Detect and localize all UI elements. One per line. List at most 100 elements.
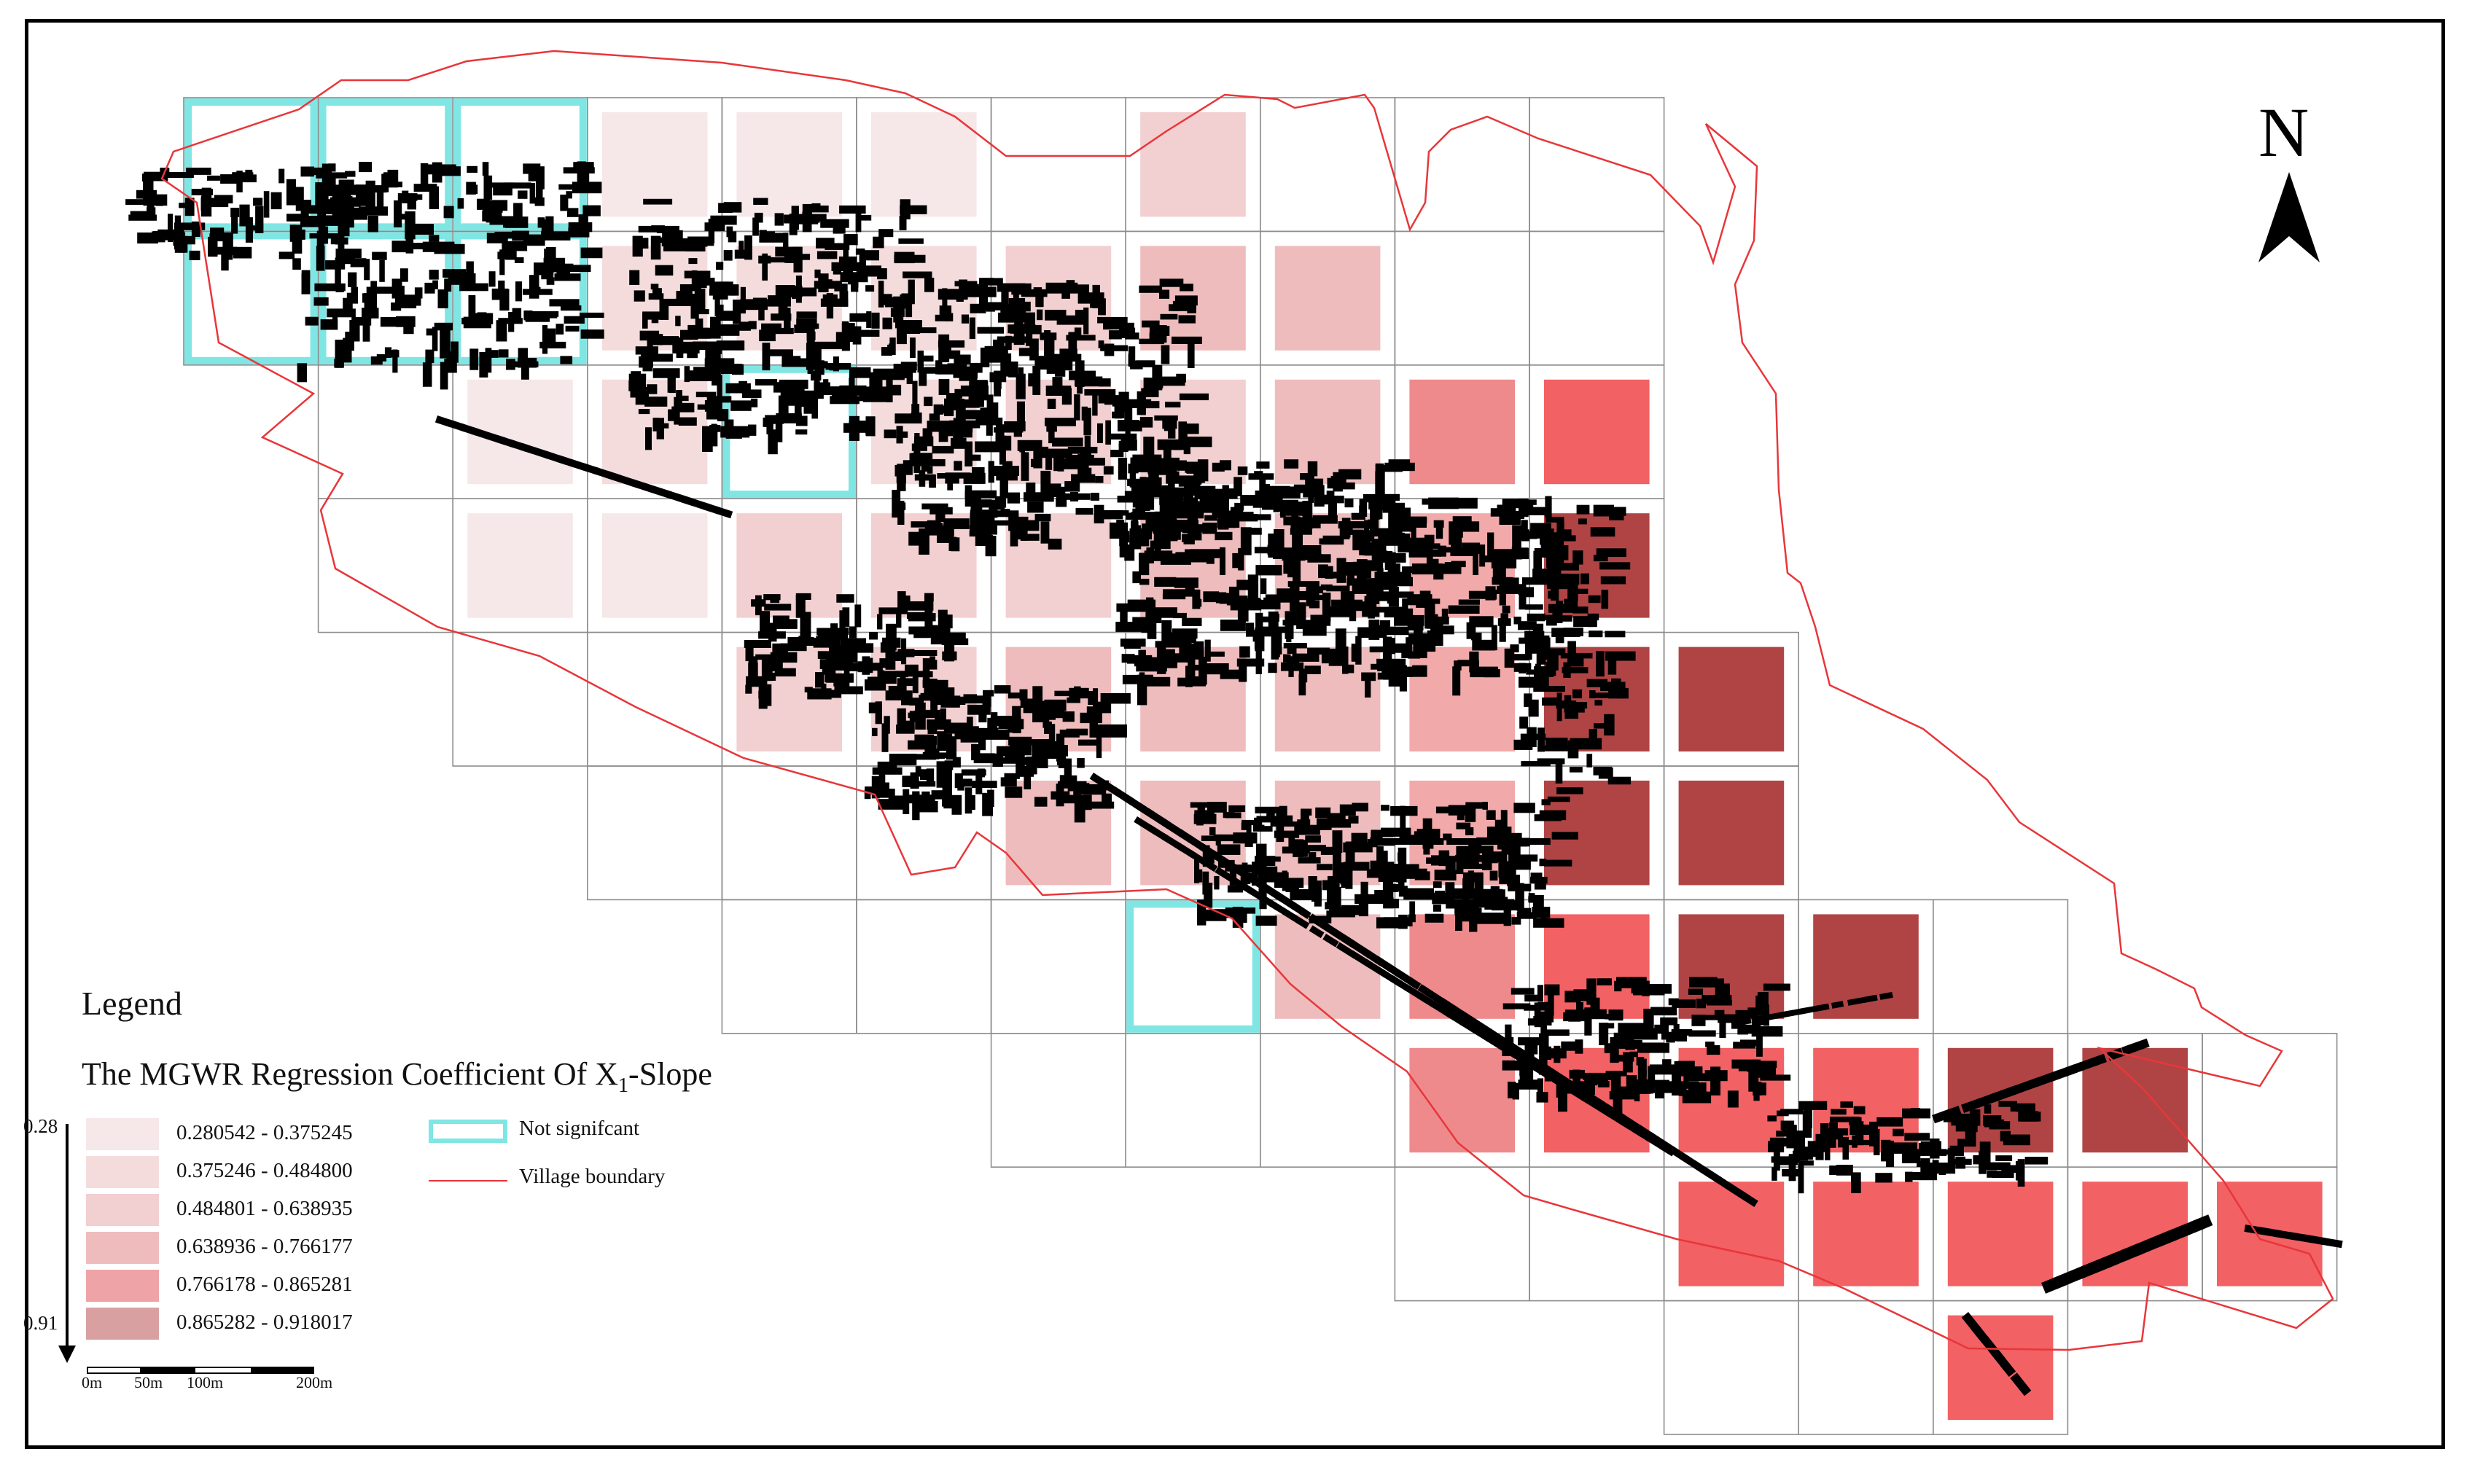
building — [1233, 518, 1240, 528]
building — [1260, 578, 1267, 595]
building — [1097, 316, 1128, 324]
building — [1537, 727, 1545, 752]
building — [184, 198, 195, 216]
building — [1215, 835, 1221, 846]
ramp-bottom-label: 0.91 — [23, 1312, 58, 1334]
building — [1169, 457, 1180, 466]
building — [763, 594, 781, 601]
building — [1399, 665, 1407, 692]
building — [1047, 399, 1056, 409]
building — [1513, 739, 1533, 750]
building — [935, 626, 951, 636]
building — [1544, 859, 1572, 867]
building — [1434, 870, 1457, 880]
building — [1438, 547, 1459, 552]
building — [1345, 841, 1355, 867]
building — [1460, 849, 1480, 856]
building — [141, 173, 149, 182]
building — [1533, 1016, 1547, 1023]
building — [675, 316, 681, 327]
building — [1090, 493, 1099, 501]
building — [1662, 1059, 1672, 1068]
building — [529, 275, 539, 299]
building — [1255, 806, 1282, 813]
building — [929, 656, 935, 668]
building — [990, 510, 1019, 518]
building — [999, 475, 1008, 498]
building — [1160, 558, 1191, 565]
building — [755, 654, 775, 660]
building — [1204, 883, 1213, 908]
building — [1705, 1042, 1715, 1047]
building — [1398, 914, 1408, 929]
village-boundary-label: Village boundary — [519, 1165, 666, 1188]
building — [394, 200, 402, 227]
grid-cell — [586, 765, 723, 901]
grid-cell — [1260, 1033, 1396, 1168]
building — [1554, 1045, 1561, 1063]
building — [1236, 514, 1258, 522]
building — [804, 687, 813, 692]
building — [1088, 801, 1115, 809]
building — [1556, 1082, 1564, 1098]
building — [1166, 500, 1177, 523]
building — [326, 199, 332, 211]
building — [233, 246, 252, 259]
building — [1317, 864, 1333, 870]
building — [1253, 866, 1278, 873]
building — [891, 795, 911, 801]
building — [1064, 481, 1080, 492]
building — [1702, 1015, 1731, 1020]
building — [1098, 509, 1123, 520]
building — [643, 198, 673, 205]
building — [1136, 360, 1155, 367]
building — [1046, 366, 1058, 374]
building — [678, 494, 695, 506]
building — [1763, 1004, 1769, 1026]
building — [986, 394, 994, 415]
building — [655, 265, 674, 276]
building — [775, 285, 795, 297]
building — [878, 607, 908, 614]
building — [1610, 1036, 1619, 1063]
building — [1246, 622, 1255, 637]
building — [839, 291, 849, 307]
building — [629, 270, 640, 285]
building — [1059, 348, 1077, 356]
building — [1092, 284, 1100, 308]
building — [1018, 348, 1038, 356]
building — [1598, 1081, 1610, 1087]
building — [1346, 571, 1354, 581]
building — [1459, 859, 1479, 866]
building — [230, 208, 240, 217]
building — [1798, 1101, 1828, 1110]
building — [1182, 521, 1188, 534]
building — [1454, 907, 1482, 913]
building — [364, 259, 370, 281]
building — [1484, 669, 1500, 678]
building — [635, 346, 658, 355]
building — [645, 427, 652, 450]
building — [1084, 389, 1116, 396]
building — [332, 313, 338, 327]
building — [1588, 595, 1601, 604]
building — [1462, 878, 1470, 902]
building — [915, 766, 921, 777]
building — [1383, 897, 1394, 909]
building — [1294, 824, 1320, 835]
building — [768, 295, 791, 307]
building — [2010, 1104, 2027, 1112]
building — [929, 413, 940, 421]
building — [1293, 839, 1304, 857]
building — [582, 205, 601, 216]
north-label: N — [2258, 93, 2309, 171]
building — [1232, 552, 1242, 569]
building — [485, 182, 514, 188]
building — [469, 348, 479, 370]
building — [1154, 415, 1178, 421]
building — [834, 284, 848, 292]
building — [970, 516, 995, 525]
building — [1917, 1161, 1925, 1167]
building — [1182, 617, 1202, 626]
building — [1664, 1069, 1677, 1075]
